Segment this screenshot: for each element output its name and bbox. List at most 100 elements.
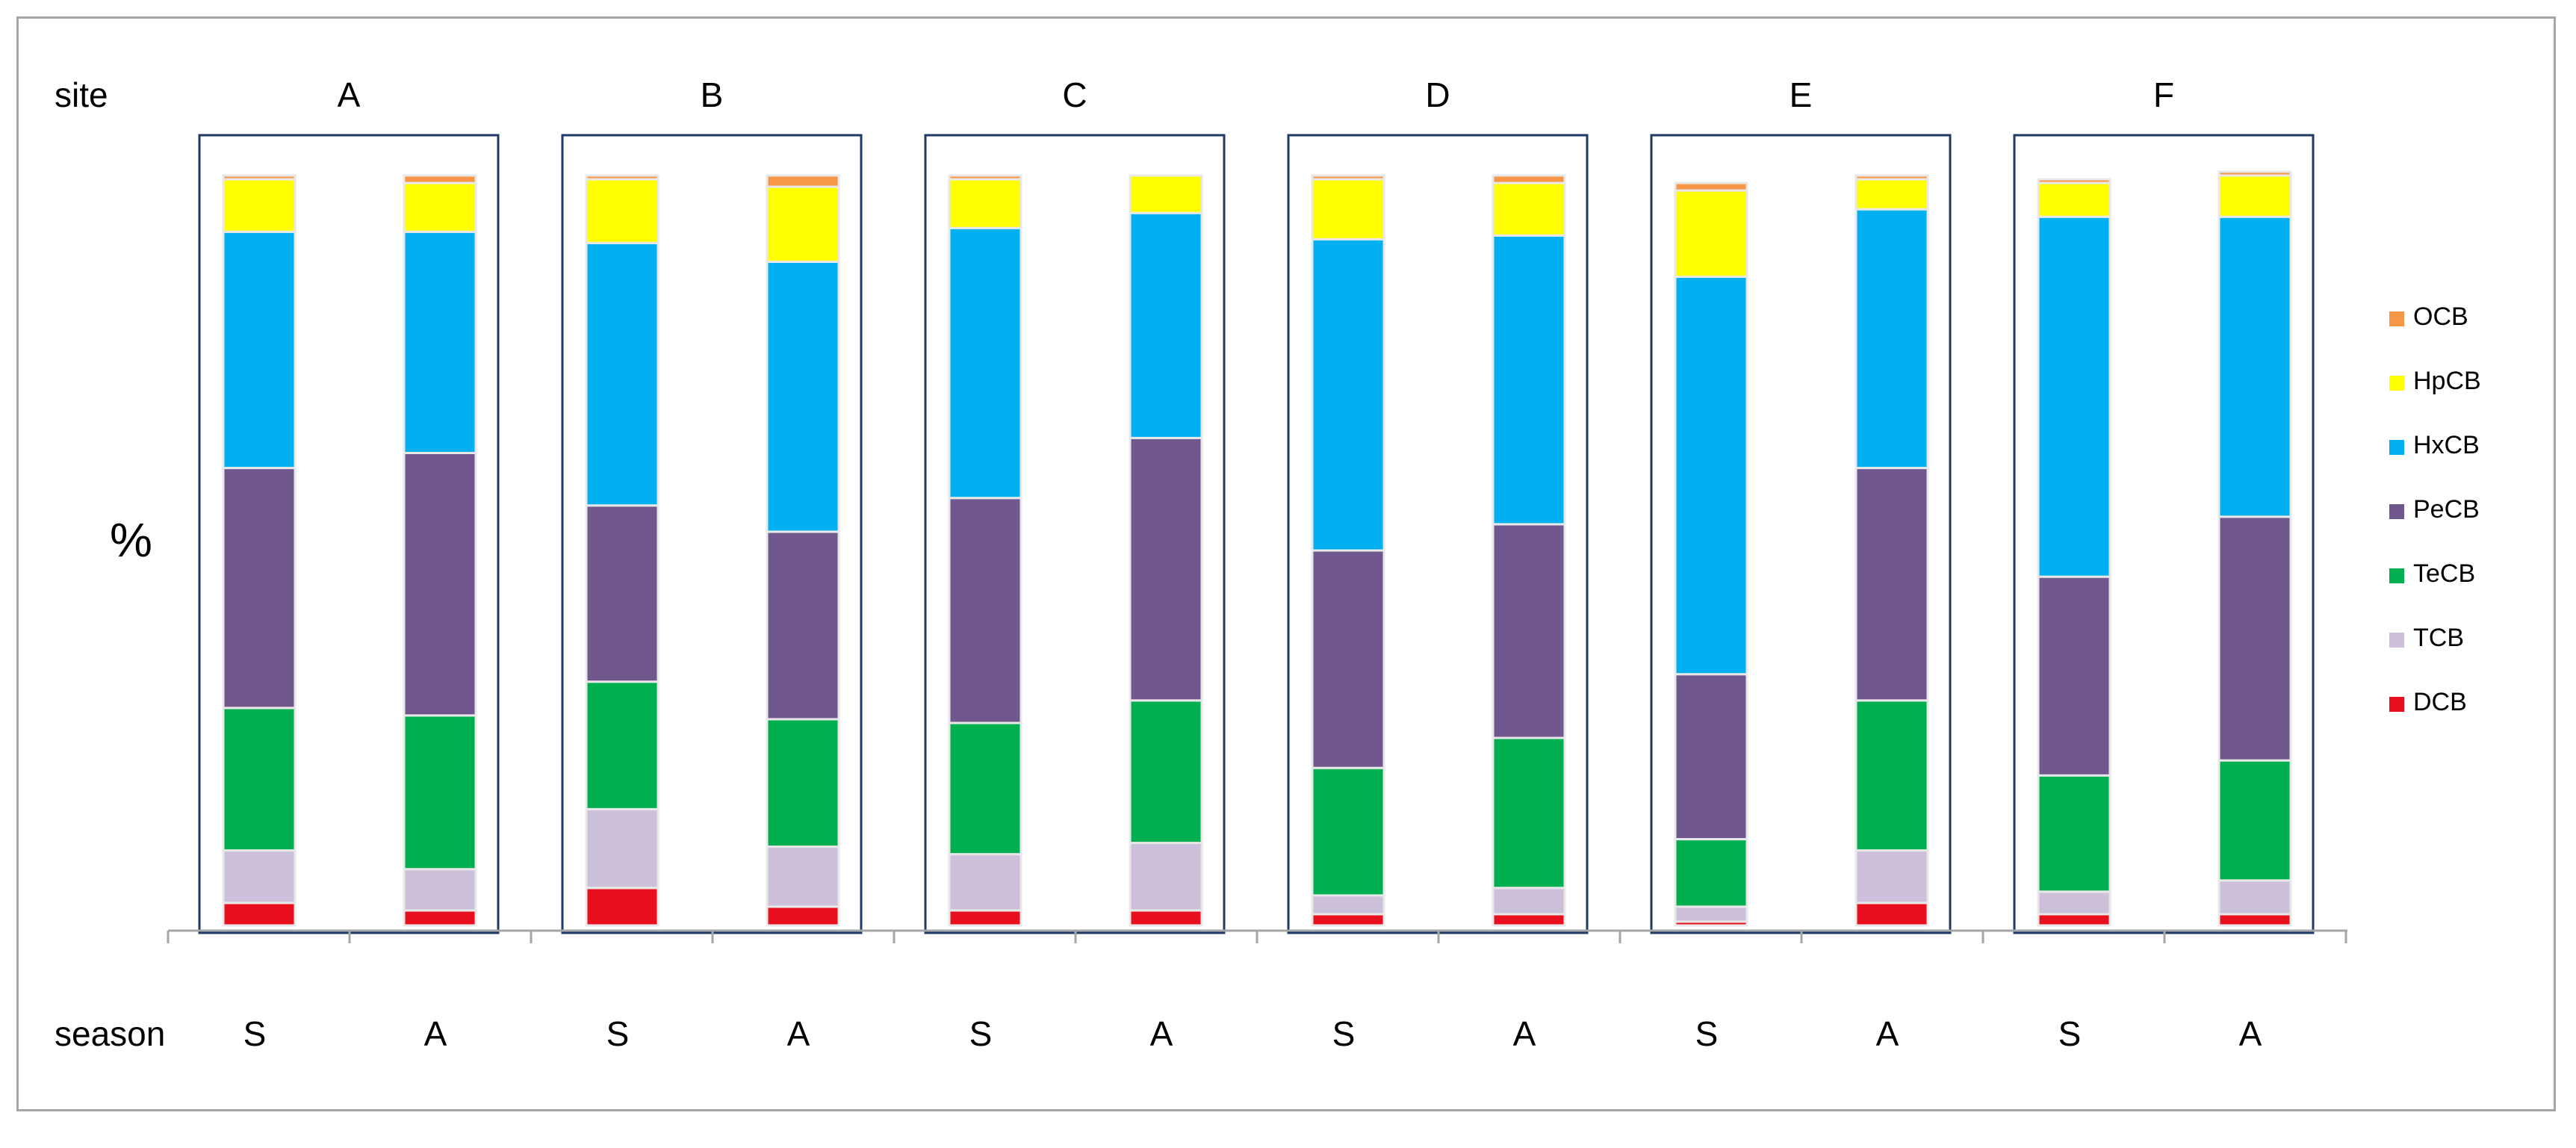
site-label-F: F (2153, 75, 2174, 114)
bar-segment-DCB-B-S (585, 887, 659, 927)
bar-segment-TCB-C-A (1129, 842, 1203, 912)
site-row-label: site (55, 75, 108, 114)
bar-segment-TeCB-D-A (1492, 736, 1566, 890)
bar-segment-PeCB-D-S (1311, 549, 1385, 769)
bar-segment-PeCB-A-A (403, 451, 477, 717)
bar-segment-OCB-F-S (2037, 178, 2111, 184)
bar-segment-OCB-B-A (766, 174, 840, 188)
bar-segment-OCB-F-A (2217, 170, 2292, 177)
season-label-F-S: S (2058, 1014, 2082, 1053)
bar-segment-HxCB-F-S (2037, 215, 2111, 578)
bar-segment-HxCB-C-A (1129, 211, 1203, 439)
bar-segment-PeCB-C-A (1129, 436, 1203, 702)
bar-segment-TeCB-A-S (222, 707, 297, 852)
bar-segment-HpCB-E-S (1674, 189, 1748, 279)
bar-segment-HxCB-D-S (1311, 238, 1385, 552)
bar-segment-DCB-C-S (948, 909, 1022, 927)
bar-segment-TCB-B-S (585, 807, 659, 890)
x-axis-ticks (167, 931, 2347, 943)
bar-segment-TeCB-F-S (2037, 774, 2111, 893)
bar-segment-PeCB-F-A (2217, 515, 2292, 762)
bar-segment-DCB-B-A (766, 905, 840, 927)
season-label-A-S: S (243, 1014, 267, 1053)
legend-swatch-HpCB (2389, 376, 2404, 391)
season-row-label: season (55, 1014, 165, 1053)
legend-swatch-OCB (2389, 311, 2404, 326)
legend-swatch-DCB (2389, 697, 2404, 712)
legend-swatch-TeCB (2389, 568, 2404, 583)
bar-segment-HxCB-D-A (1492, 234, 1566, 526)
bar-segment-HpCB-C-A (1129, 174, 1203, 214)
bar-segment-OCB-A-S (222, 174, 297, 181)
bar-segment-HpCB-E-A (1855, 178, 1929, 211)
bar-segment-TCB-A-S (222, 849, 297, 905)
bar-segment-HxCB-A-A (403, 230, 477, 454)
bar-segment-DCB-F-S (2037, 913, 2111, 927)
site-label-A: A (338, 75, 361, 114)
bar-segment-PeCB-A-S (222, 467, 297, 710)
season-label-E-S: S (1695, 1014, 1719, 1053)
bar-segment-PeCB-B-A (766, 530, 840, 721)
bar-segment-TCB-D-S (1311, 894, 1385, 916)
bar-segment-PeCB-C-S (948, 497, 1022, 725)
bar-segment-DCB-D-S (1311, 913, 1385, 927)
legend-label-HpCB: HpCB (2413, 367, 2481, 395)
site-boxes (198, 134, 2315, 934)
bar-segment-HxCB-E-A (1855, 208, 1929, 470)
bar-segment-HpCB-F-S (2037, 181, 2111, 218)
legend-label-PeCB: PeCB (2413, 495, 2480, 524)
legend-swatch-TCB (2389, 633, 2404, 648)
bar-segment-OCB-E-A (1855, 174, 1929, 181)
bar-stacks (222, 170, 2292, 927)
bar-segment-HpCB-D-S (1311, 178, 1385, 241)
bar-segment-TCB-E-A (1855, 849, 1929, 905)
bar-segment-HxCB-E-S (1674, 276, 1748, 676)
legend-swatch-PeCB (2389, 504, 2404, 519)
bar-segment-PeCB-D-A (1492, 523, 1566, 739)
bar-segment-OCB-D-S (1311, 174, 1385, 181)
bar-segment-DCB-A-S (222, 902, 297, 927)
season-label-F-A: A (2239, 1014, 2262, 1053)
legend-swatch-HxCB (2389, 440, 2404, 455)
site-label-C: C (1062, 75, 1087, 114)
site-labels: A B C D E F (338, 75, 2174, 114)
season-label-D-A: A (1513, 1014, 1536, 1053)
bar-segment-OCB-E-S (1674, 181, 1748, 192)
bar-segment-HxCB-C-S (948, 226, 1022, 500)
bar-segment-PeCB-E-S (1674, 673, 1748, 841)
bar-segment-HpCB-A-S (222, 178, 297, 233)
site-label-D: D (1425, 75, 1450, 114)
bar-segment-TeCB-E-A (1855, 699, 1929, 852)
season-label-B-S: S (606, 1014, 630, 1053)
season-label-D-S: S (1332, 1014, 1356, 1053)
legend-label-TCB: TCB (2413, 624, 2464, 652)
bar-segment-HpCB-B-A (766, 185, 840, 263)
bar-segment-HxCB-A-S (222, 230, 297, 470)
bar-segment-TCB-F-S (2037, 890, 2111, 916)
bar-segment-TCB-F-A (2217, 879, 2292, 916)
bar-segment-OCB-D-A (1492, 174, 1566, 184)
bar-segment-TeCB-D-S (1311, 766, 1385, 897)
bar-segment-HpCB-C-S (948, 178, 1022, 229)
bar-segment-TCB-E-S (1674, 905, 1748, 923)
bar-segment-HxCB-B-S (585, 241, 659, 507)
bar-segment-DCB-C-A (1129, 909, 1203, 927)
legend-label-HxCB: HxCB (2413, 431, 2480, 459)
bar-segment-HpCB-F-A (2217, 174, 2292, 218)
y-axis-label: % (110, 513, 152, 567)
bar-segment-TCB-C-S (948, 853, 1022, 912)
bar-segment-TeCB-B-S (585, 680, 659, 810)
season-label-C-S: S (969, 1014, 993, 1053)
legend-label-OCB: OCB (2413, 302, 2468, 331)
bar-segment-TCB-B-A (766, 846, 840, 908)
bar-segment-OCB-A-A (403, 174, 477, 184)
bar-segment-HxCB-F-A (2217, 215, 2292, 518)
bar-segment-PeCB-F-S (2037, 575, 2111, 777)
bar-segment-DCB-D-A (1492, 913, 1566, 927)
bar-segment-DCB-F-A (2217, 913, 2292, 927)
chart-frame: site season % A B C D E F S A S A S A S A S A S A OCB HpC… (16, 16, 2556, 1111)
bar-segment-DCB-A-A (403, 909, 477, 927)
site-label-E: E (1790, 75, 1813, 114)
site-label-B: B (701, 75, 724, 114)
